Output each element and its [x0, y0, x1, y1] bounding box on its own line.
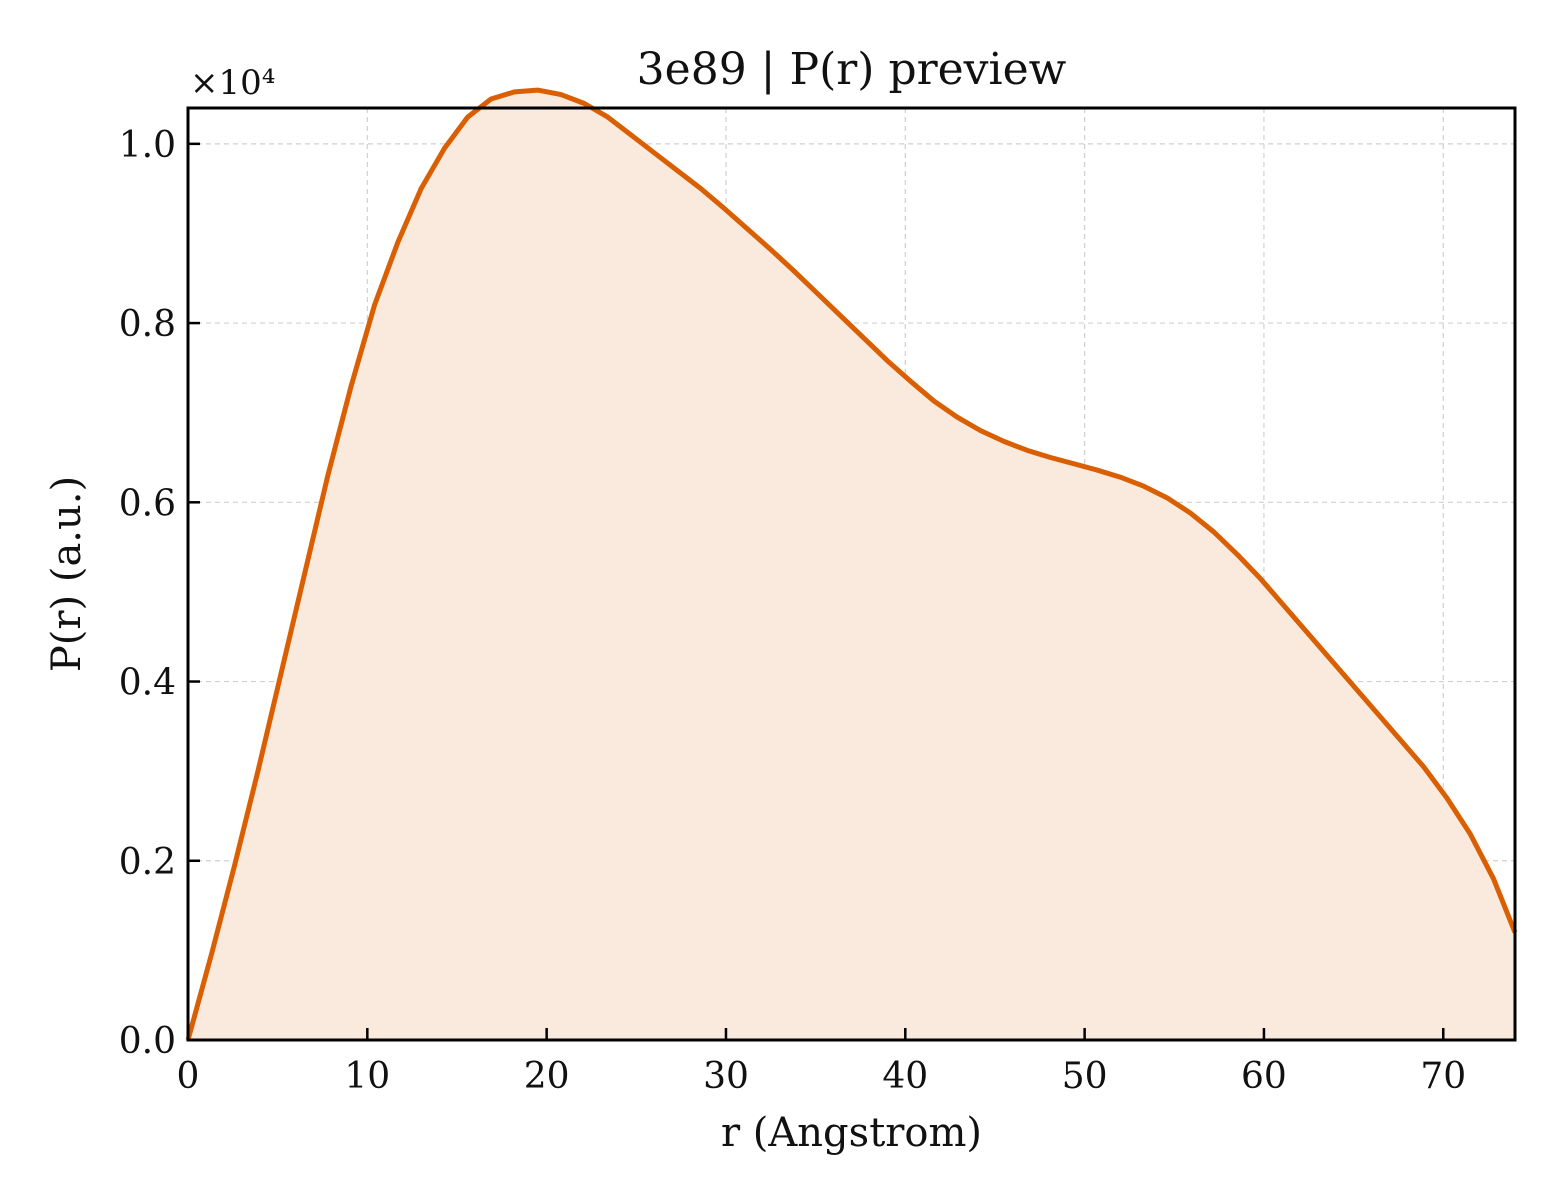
x-tick-label: 30	[703, 1056, 749, 1097]
y-tick-label: 0.0	[119, 1021, 176, 1062]
y-axis-label: P(r) (a.u.)	[44, 476, 90, 672]
pr-area-fill	[188, 90, 1515, 1040]
x-tick-label: 10	[344, 1056, 390, 1097]
chart-title: 3e89 | P(r) preview	[637, 44, 1067, 95]
x-tick-label: 50	[1062, 1056, 1108, 1097]
x-tick-label: 0	[177, 1056, 200, 1097]
pr-line	[185, 87, 1518, 1041]
y-tick-label: 1.0	[119, 125, 176, 166]
x-axis-ticks: 0 10 20 30 40 50 60 70	[177, 1028, 1466, 1097]
x-tick-label: 40	[882, 1056, 928, 1097]
x-tick-label: 60	[1241, 1056, 1287, 1097]
x-tick-label: 20	[524, 1056, 570, 1097]
y-axis-offset-label: ×10⁴	[190, 63, 275, 103]
y-tick-label: 0.8	[119, 304, 176, 345]
x-tick-label: 70	[1420, 1056, 1466, 1097]
y-axis-ticks: 0.0 0.2 0.4 0.6 0.8 1.0	[119, 125, 200, 1062]
plot-frame	[186, 106, 1517, 1042]
y-tick-label: 0.6	[119, 483, 176, 524]
y-tick-label: 0.4	[119, 663, 176, 704]
x-axis-label: r (Angstrom)	[721, 1110, 982, 1156]
y-tick-label: 0.2	[119, 842, 176, 883]
